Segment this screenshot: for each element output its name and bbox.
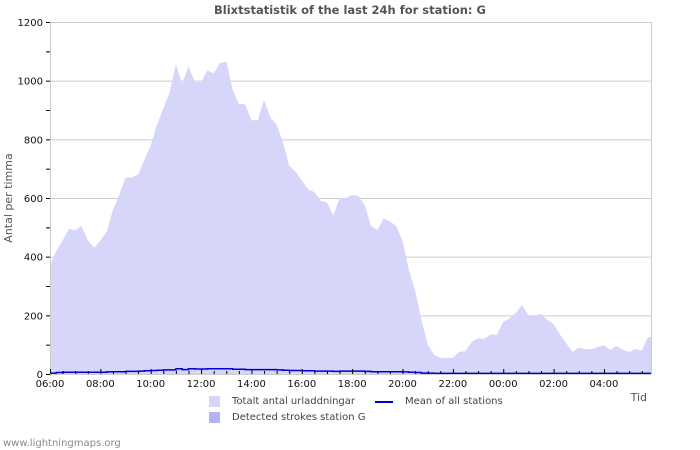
legend-station: Detected strokes station G <box>209 412 365 423</box>
legend-mean: Mean of all stations <box>375 396 503 407</box>
total-area <box>50 61 651 374</box>
legend-total-label: Totalt antal urladdningar <box>232 396 356 407</box>
svg-text:800: 800 <box>24 135 43 146</box>
legend-station-label: Detected strokes station G <box>232 412 366 423</box>
legend-station-swatch <box>209 412 220 423</box>
svg-text:14:00: 14:00 <box>237 379 266 390</box>
legend-total-swatch <box>209 396 220 407</box>
svg-text:10:00: 10:00 <box>136 379 165 390</box>
axes: 0 200 400 600 800 1000 1200 06:00 08:00 10:00 12:0… <box>18 18 651 390</box>
svg-text:1000: 1000 <box>18 77 43 88</box>
svg-text:0: 0 <box>37 370 43 381</box>
svg-text:16:00: 16:00 <box>287 379 316 390</box>
footer-credit: www.lightningmaps.org <box>3 438 121 449</box>
x-axis-title: Tid <box>630 391 647 404</box>
chart-title: Blixtstatistik of the last 24h for stati… <box>214 3 486 17</box>
y-axis-title: Antal per timma <box>2 153 15 242</box>
legend-mean-swatch <box>375 400 393 403</box>
svg-text:02:00: 02:00 <box>539 379 568 390</box>
svg-text:20:00: 20:00 <box>388 379 417 390</box>
mean-line <box>50 367 651 375</box>
svg-text:200: 200 <box>24 311 43 322</box>
legend-mean-label: Mean of all stations <box>405 396 503 407</box>
svg-text:08:00: 08:00 <box>86 379 115 390</box>
svg-text:06:00: 06:00 <box>36 379 65 390</box>
svg-text:400: 400 <box>24 253 43 264</box>
svg-text:22:00: 22:00 <box>438 379 467 390</box>
svg-text:18:00: 18:00 <box>338 379 367 390</box>
svg-text:04:00: 04:00 <box>590 379 619 390</box>
svg-text:1200: 1200 <box>18 18 43 29</box>
svg-text:00:00: 00:00 <box>489 379 518 390</box>
svg-text:12:00: 12:00 <box>187 379 216 390</box>
svg-text:600: 600 <box>24 194 43 205</box>
legend-total: Totalt antal urladdningar <box>209 396 355 407</box>
